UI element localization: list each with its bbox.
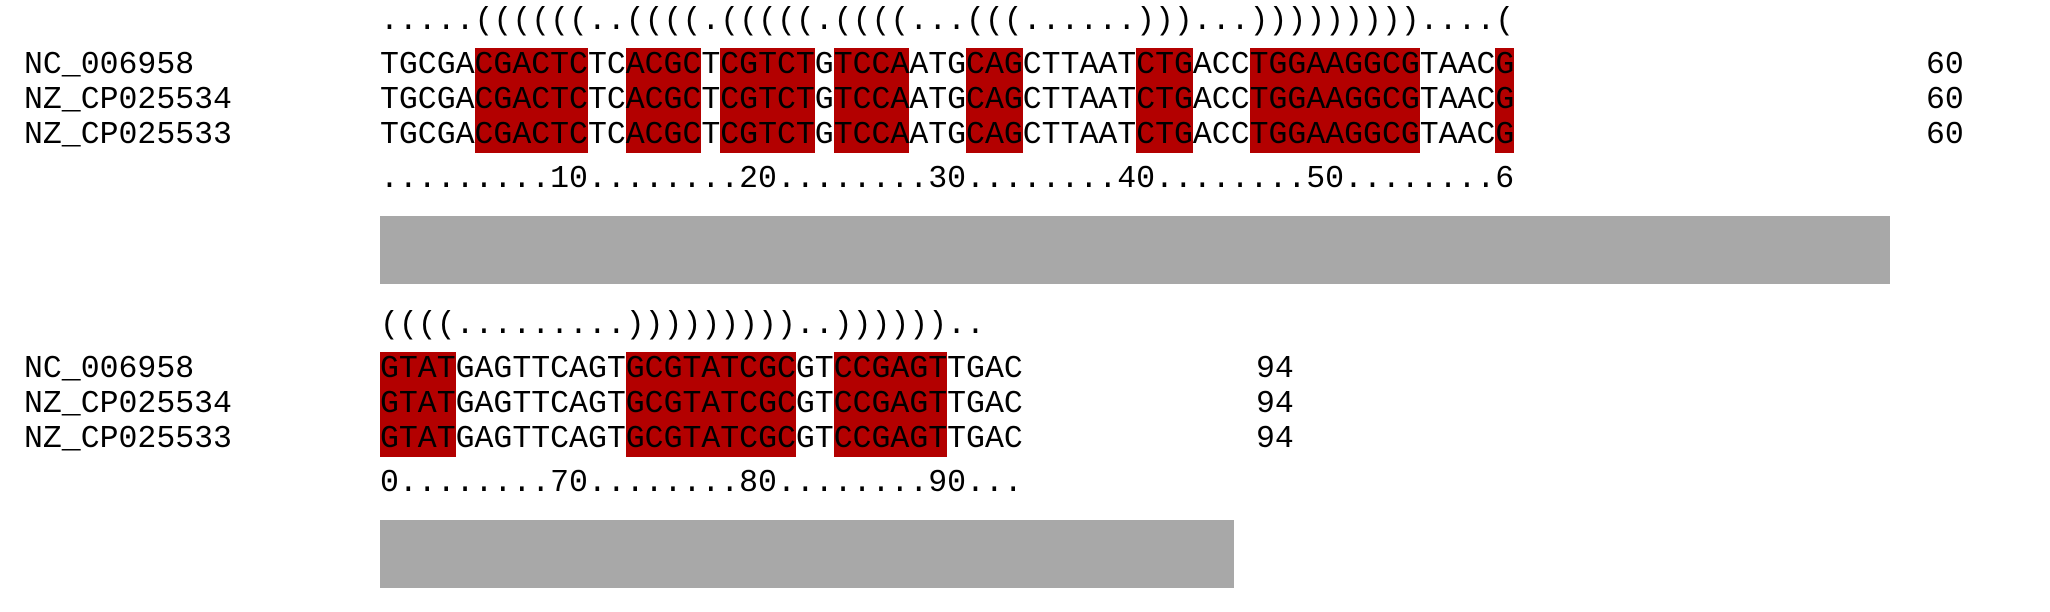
paired-residues: GTAT bbox=[380, 387, 456, 422]
paired-residues: GCGTATCGC bbox=[625, 352, 796, 387]
unpaired-residues: TGCGA bbox=[380, 118, 475, 153]
position-ruler: 0........70........80........90... bbox=[380, 466, 1023, 501]
paired-residues: G bbox=[1495, 83, 1515, 118]
unpaired-residues: GT bbox=[795, 387, 834, 422]
paired-residues: GTAT bbox=[380, 422, 456, 457]
paired-residues: CTG bbox=[1136, 48, 1193, 83]
unpaired-residues: G bbox=[814, 48, 834, 83]
unpaired-residues: TGAC bbox=[947, 352, 1023, 387]
unpaired-residues: ATG bbox=[909, 83, 967, 118]
unpaired-residues: TGAC bbox=[947, 387, 1023, 422]
sequence-row: TGCGACGACTCTCACGCTCGTCTGTCCAATGCAGCTTAAT… bbox=[380, 83, 1515, 118]
paired-residues: CGTCT bbox=[720, 48, 815, 83]
unpaired-residues: GAGTTCAGT bbox=[455, 387, 626, 422]
sequence-row: GTATGAGTTCAGTGCGTATCGCGTCCGAGTTGAC bbox=[380, 422, 1023, 457]
paired-residues: TCCA bbox=[833, 118, 910, 153]
secondary-structure-line: ((((.........)))))))))..)))))).. bbox=[380, 308, 985, 343]
unpaired-residues: TGCGA bbox=[380, 83, 475, 118]
paired-residues: TGGAAGGCG bbox=[1249, 48, 1420, 83]
unpaired-residues: ACC bbox=[1192, 48, 1250, 83]
sequence-row: GTATGAGTTCAGTGCGTATCGCGTCCGAGTTGAC bbox=[380, 352, 1023, 387]
sequence-row: TGCGACGACTCTCACGCTCGTCTGTCCAATGCAGCTTAAT… bbox=[380, 118, 1515, 153]
unpaired-residues: G bbox=[814, 83, 834, 118]
sequence-end-position: 60 bbox=[1926, 83, 1964, 118]
unpaired-residues: GAGTTCAGT bbox=[455, 352, 626, 387]
paired-residues: G bbox=[1495, 118, 1515, 153]
unpaired-residues: TAAC bbox=[1419, 48, 1496, 83]
unpaired-residues: CTTAAT bbox=[1022, 118, 1137, 153]
paired-residues: GCGTATCGC bbox=[625, 387, 796, 422]
paired-residues: CGTCT bbox=[720, 83, 815, 118]
secondary-structure-line: .....((((((..((((.(((((.((((...(((......… bbox=[380, 4, 1515, 39]
paired-residues: GTAT bbox=[380, 352, 456, 387]
paired-residues: CCGAGT bbox=[833, 352, 948, 387]
paired-residues: CGACTC bbox=[474, 48, 588, 83]
paired-residues: TCCA bbox=[833, 83, 910, 118]
unpaired-residues: GT bbox=[795, 352, 834, 387]
unpaired-residues: TGCGA bbox=[380, 48, 475, 83]
sequence-row: TGCGACGACTCTCACGCTCGTCTGTCCAATGCAGCTTAAT… bbox=[380, 48, 1515, 83]
unpaired-residues: ACC bbox=[1192, 118, 1250, 153]
paired-residues: ACGC bbox=[625, 83, 702, 118]
paired-residues: GCGTATCGC bbox=[625, 422, 796, 457]
unpaired-residues: TAAC bbox=[1419, 118, 1496, 153]
unpaired-residues: T bbox=[701, 83, 721, 118]
unpaired-residues: CTTAAT bbox=[1022, 83, 1137, 118]
sequence-name: NZ_CP025534 bbox=[24, 83, 232, 118]
unpaired-residues: ATG bbox=[909, 118, 967, 153]
sequence-name: NC_006958 bbox=[24, 352, 195, 387]
paired-residues: TCCA bbox=[833, 48, 910, 83]
paired-residues: CTG bbox=[1136, 83, 1193, 118]
sequence-end-position: 60 bbox=[1926, 118, 1964, 153]
unpaired-residues: G bbox=[814, 118, 834, 153]
unpaired-residues: TGAC bbox=[947, 422, 1023, 457]
unpaired-residues: GT bbox=[795, 422, 834, 457]
sequence-row: GTATGAGTTCAGTGCGTATCGCGTCCGAGTTGAC bbox=[380, 387, 1023, 422]
unpaired-residues: CTTAAT bbox=[1022, 48, 1137, 83]
paired-residues: ACGC bbox=[625, 48, 702, 83]
unpaired-residues: TC bbox=[587, 48, 626, 83]
paired-residues: CGACTC bbox=[474, 118, 588, 153]
sequence-name: NC_006958 bbox=[24, 48, 195, 83]
paired-residues: TGGAAGGCG bbox=[1249, 83, 1420, 118]
conservation-bar bbox=[380, 520, 1234, 588]
paired-residues: ACGC bbox=[625, 118, 702, 153]
paired-residues: CCGAGT bbox=[833, 387, 948, 422]
sequence-end-position: 94 bbox=[1256, 387, 1294, 422]
conservation-bar bbox=[380, 216, 1890, 284]
paired-residues: CAG bbox=[966, 48, 1023, 83]
unpaired-residues: TC bbox=[587, 83, 626, 118]
unpaired-residues: TAAC bbox=[1419, 83, 1496, 118]
sequence-name: NZ_CP025534 bbox=[24, 387, 232, 422]
sequence-end-position: 60 bbox=[1926, 48, 1964, 83]
sequence-end-position: 94 bbox=[1256, 352, 1294, 387]
paired-residues: TGGAAGGCG bbox=[1249, 118, 1420, 153]
unpaired-residues: GAGTTCAGT bbox=[455, 422, 626, 457]
paired-residues: CAG bbox=[966, 118, 1023, 153]
unpaired-residues: T bbox=[701, 118, 721, 153]
unpaired-residues: T bbox=[701, 48, 721, 83]
unpaired-residues: ACC bbox=[1192, 83, 1250, 118]
paired-residues: CGTCT bbox=[720, 118, 815, 153]
sequence-name: NZ_CP025533 bbox=[24, 422, 232, 457]
paired-residues: G bbox=[1495, 48, 1515, 83]
paired-residues: CTG bbox=[1136, 118, 1193, 153]
paired-residues: CAG bbox=[966, 83, 1023, 118]
sequence-name: NZ_CP025533 bbox=[24, 118, 232, 153]
sequence-end-position: 94 bbox=[1256, 422, 1294, 457]
paired-residues: CGACTC bbox=[474, 83, 588, 118]
paired-residues: CCGAGT bbox=[833, 422, 948, 457]
position-ruler: .........10........20........30........4… bbox=[380, 162, 1515, 197]
unpaired-residues: TC bbox=[587, 118, 626, 153]
unpaired-residues: ATG bbox=[909, 48, 967, 83]
